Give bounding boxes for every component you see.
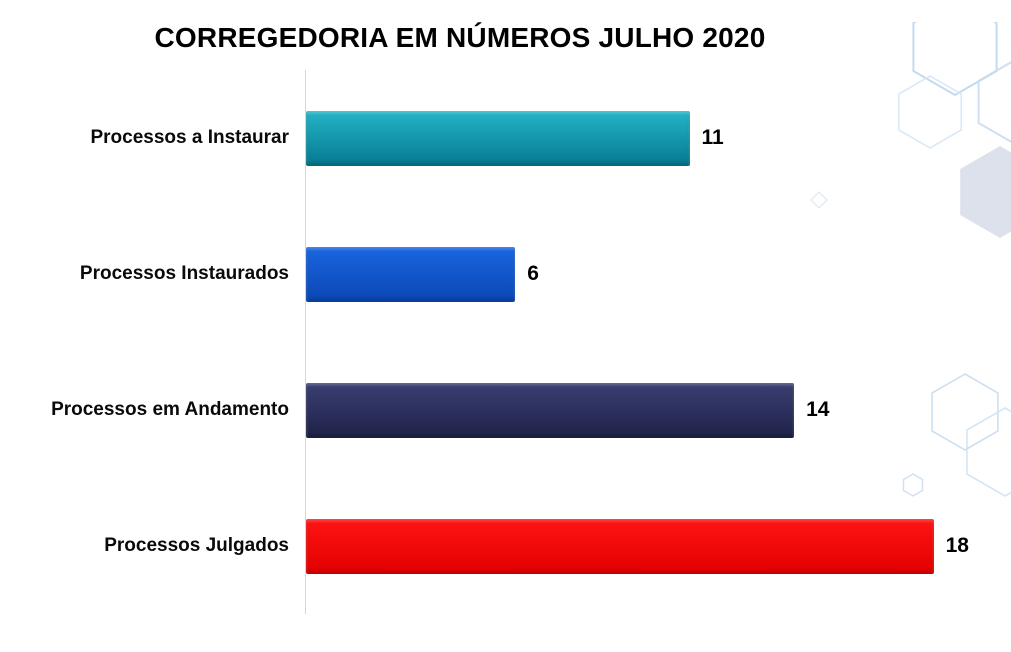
value-label: 18 [945, 534, 969, 557]
bar-row-processos-instaurados: Processos Instaurados 6 [0, 206, 1011, 342]
value-label: 6 [527, 262, 539, 285]
plot-area: 18 [305, 478, 1011, 614]
bar-row-processos-a-instaurar: Processos a Instaurar 11 [0, 70, 1011, 206]
bar-processos-em-andamento [306, 382, 795, 438]
bar-processos-instaurados [306, 246, 516, 302]
bar-processos-a-instaurar [306, 110, 690, 166]
category-label: Processos Julgados [104, 535, 289, 557]
chart-page: CORREGEDORIA EM NÚMEROS JULHO 2020 Proce… [0, 22, 1011, 652]
plot-area: 11 [305, 70, 1011, 206]
value-label: 11 [701, 126, 724, 149]
plot-area: 14 [305, 342, 1011, 478]
plot-area: 6 [305, 206, 1011, 342]
value-label: 14 [806, 398, 830, 421]
chart-content: CORREGEDORIA EM NÚMEROS JULHO 2020 Proce… [0, 22, 1011, 652]
chart-title: CORREGEDORIA EM NÚMEROS JULHO 2020 [154, 22, 766, 53]
category-label: Processos Instaurados [79, 263, 289, 285]
bar-chart: Processos a Instaurar 11 Processos Insta… [0, 70, 1011, 614]
bar-row-processos-julgados: Processos Julgados 18 [0, 478, 1011, 614]
bar-row-processos-em-andamento: Processos em Andamento 14 [0, 342, 1011, 478]
category-label: Processos em Andamento [51, 399, 289, 421]
category-label: Processos a Instaurar [90, 127, 289, 149]
bar-processos-julgados [306, 518, 934, 574]
